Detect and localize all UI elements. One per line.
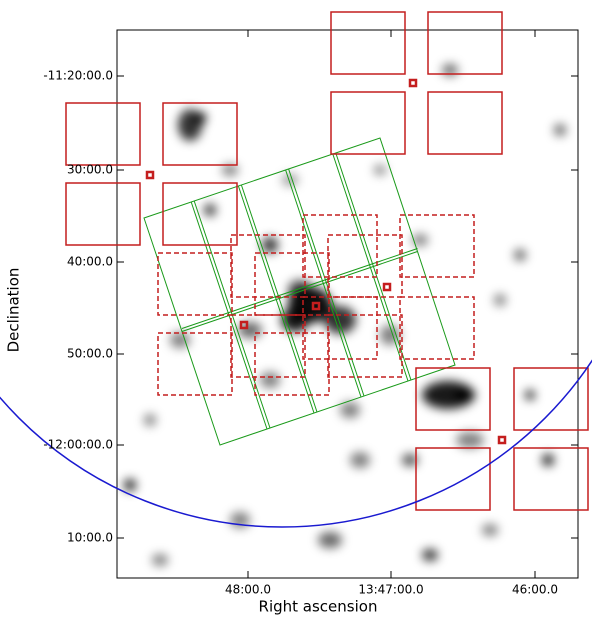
blob (204, 204, 216, 216)
y-tick-label: 40:00.0 (67, 255, 113, 269)
marker (239, 320, 249, 330)
blob (380, 325, 400, 345)
y-tick-label: 30:00.0 (67, 163, 113, 177)
blob (482, 524, 498, 536)
field-box (415, 447, 491, 511)
grid-line (181, 251, 418, 332)
field-box (513, 447, 589, 511)
tick-labels: -11:20:00.0 30:00.0 40:00.0 50:00.0 -12:00:0… (43, 30, 578, 597)
marker (408, 78, 418, 88)
field-box-dashed (399, 296, 475, 360)
frame (116, 29, 579, 579)
field-box-dashed (327, 314, 403, 378)
blob (152, 554, 168, 566)
y-axis-label: Declination (5, 268, 23, 353)
blob (525, 390, 535, 400)
blob (170, 332, 190, 348)
marker (311, 301, 321, 311)
marker (382, 282, 392, 292)
field-box-dashed (302, 296, 378, 360)
blob (262, 237, 278, 253)
blob (422, 549, 438, 561)
blob (222, 164, 238, 176)
blob (238, 322, 262, 338)
blob (318, 532, 342, 548)
y-tick-label: -12:00:00.0 (43, 438, 113, 452)
blob (144, 414, 156, 426)
x-tick-label: 48:00.0 (225, 583, 271, 597)
field-box (427, 11, 503, 75)
blob (260, 372, 280, 388)
y-tick-label: 10:00.0 (67, 531, 113, 545)
blue-circle (0, 359, 592, 528)
marker (497, 435, 507, 445)
blob (402, 454, 418, 466)
field-box-dashed (327, 234, 403, 298)
field-box (330, 91, 406, 155)
blob (124, 479, 136, 491)
blob (374, 165, 386, 175)
field-box (162, 182, 238, 246)
y-tick-label: -11:20:00.0 (43, 69, 113, 83)
field-box-dashed (157, 252, 233, 316)
field-box (415, 367, 491, 431)
blob (442, 64, 458, 76)
blob (340, 402, 360, 418)
y-tick-label: 50:00.0 (67, 347, 113, 361)
field-box (162, 102, 238, 166)
blob (324, 306, 356, 334)
field-box (65, 182, 141, 246)
x-tick-label: 13:47:00.0 (358, 583, 423, 597)
field-box (65, 102, 141, 166)
blob (542, 454, 554, 466)
emission (124, 64, 566, 566)
field-box-dashed (254, 332, 330, 396)
blob (412, 234, 428, 246)
blob (281, 308, 309, 332)
blob (456, 432, 484, 448)
blob (282, 174, 298, 186)
blob (494, 294, 506, 306)
field-box (330, 11, 406, 75)
field-box-dashed (230, 234, 306, 298)
blob (350, 452, 370, 468)
blob (194, 112, 206, 124)
field-box-dashed (157, 332, 233, 396)
red-regions (65, 11, 589, 511)
x-tick-label: 46:00.0 (512, 583, 558, 597)
x-axis-label: Right ascension (259, 598, 378, 616)
field-box (513, 367, 589, 431)
blob (514, 249, 526, 261)
field-box (427, 91, 503, 155)
grid-outline (143, 137, 456, 446)
blob (455, 387, 475, 403)
marker (145, 170, 155, 180)
field-box-dashed (399, 214, 475, 278)
field-box-dashed (230, 314, 306, 378)
blob (554, 124, 566, 136)
blob (288, 280, 312, 300)
field-box-dashed (302, 214, 378, 278)
